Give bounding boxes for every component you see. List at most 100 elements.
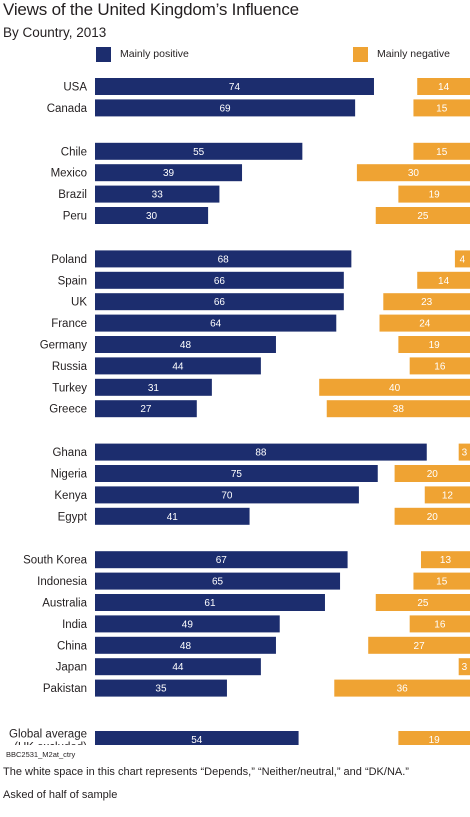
negative-value-label: 27 bbox=[414, 641, 426, 652]
negative-value-label: 25 bbox=[417, 598, 429, 609]
negative-bar bbox=[375, 594, 470, 611]
country-label: Nigeria bbox=[51, 469, 88, 481]
negative-bar bbox=[454, 250, 470, 268]
country-label: Pakistan bbox=[43, 683, 87, 695]
positive-bar bbox=[95, 572, 341, 590]
negative-value-label: 14 bbox=[438, 82, 450, 93]
positive-value-label: 33 bbox=[152, 190, 164, 201]
negative-bar bbox=[413, 572, 470, 590]
positive-bar bbox=[95, 658, 261, 676]
country-label: Poland bbox=[51, 254, 87, 266]
positive-value-label: 64 bbox=[210, 319, 222, 330]
positive-bar bbox=[95, 731, 299, 745]
positive-bar bbox=[95, 271, 344, 289]
negative-bar bbox=[413, 142, 470, 160]
country-label: France bbox=[51, 318, 87, 330]
country-label: Egypt bbox=[58, 511, 88, 523]
negative-value-label: 15 bbox=[436, 103, 448, 114]
positive-value-label: 68 bbox=[218, 254, 230, 265]
positive-bar bbox=[95, 400, 197, 418]
source-code: BBC2531_M2at_ctry bbox=[6, 750, 76, 759]
negative-value-label: 3 bbox=[462, 448, 468, 459]
negative-value-label: 19 bbox=[429, 340, 441, 351]
negative-bar bbox=[326, 400, 470, 418]
positive-bar bbox=[95, 679, 227, 697]
positive-value-label: 66 bbox=[214, 297, 226, 308]
positive-value-label: 54 bbox=[191, 735, 203, 745]
negative-bar bbox=[375, 207, 470, 224]
negative-value-label: 4 bbox=[460, 254, 466, 265]
negative-bar bbox=[398, 336, 470, 353]
country-label: Greece bbox=[49, 404, 87, 416]
negative-bar bbox=[368, 636, 470, 654]
negative-value-label: 38 bbox=[393, 404, 405, 415]
positive-value-label: 69 bbox=[220, 103, 232, 114]
negative-bar bbox=[458, 443, 470, 461]
negative-value-label: 36 bbox=[397, 684, 409, 695]
negative-bar bbox=[420, 551, 470, 569]
positive-value-label: 65 bbox=[212, 577, 224, 588]
positive-value-label: 70 bbox=[221, 490, 233, 501]
positive-bar bbox=[95, 314, 337, 332]
positive-value-label: 31 bbox=[148, 383, 160, 394]
positive-bar bbox=[95, 507, 250, 525]
negative-value-label: 25 bbox=[417, 211, 429, 222]
negative-bar bbox=[383, 293, 470, 311]
positive-value-label: 48 bbox=[180, 340, 192, 351]
country-label: Brazil bbox=[58, 189, 87, 201]
negative-bar bbox=[398, 185, 470, 203]
legend-negative: Mainly negative bbox=[353, 46, 450, 62]
positive-value-label: 67 bbox=[216, 555, 228, 566]
negative-value-label: 20 bbox=[427, 512, 439, 523]
positive-value-label: 61 bbox=[204, 598, 216, 609]
country-label: Canada bbox=[47, 103, 88, 115]
positive-value-label: 55 bbox=[193, 147, 205, 158]
negative-bar bbox=[379, 314, 470, 332]
positive-value-label: 88 bbox=[255, 448, 267, 459]
negative-value-label: 23 bbox=[421, 297, 433, 308]
country-label: Chile bbox=[61, 146, 87, 158]
positive-value-label: 44 bbox=[172, 361, 184, 372]
positive-bar bbox=[95, 336, 276, 353]
positive-bar bbox=[95, 615, 280, 633]
positive-bar bbox=[95, 207, 209, 224]
negative-value-label: 15 bbox=[436, 577, 448, 588]
negative-bar bbox=[424, 486, 470, 504]
positive-value-label: 30 bbox=[146, 211, 158, 222]
country-label: Indonesia bbox=[37, 576, 87, 588]
bar-chart: USA 74 14 Canada 69 15 Chile 55 15 Mexico 39 30 Braz… bbox=[9, 78, 470, 745]
country-label: Germany bbox=[40, 340, 88, 352]
chart-title: Views of the United Kingdom’s Influence bbox=[3, 0, 299, 19]
positive-value-label: 75 bbox=[231, 469, 243, 480]
country-label: Japan bbox=[56, 662, 87, 674]
positive-bar bbox=[95, 99, 356, 117]
country-label: Russia bbox=[52, 361, 88, 373]
positive-value-label: 35 bbox=[155, 684, 167, 695]
positive-value-label: 49 bbox=[182, 619, 194, 630]
footnote-1: The white space in this chart represents… bbox=[3, 766, 409, 778]
positive-value-label: 39 bbox=[163, 168, 175, 179]
legend-positive-label: Mainly positive bbox=[120, 48, 189, 60]
negative-bar bbox=[458, 658, 470, 676]
negative-bar bbox=[417, 271, 470, 289]
positive-bar bbox=[95, 164, 243, 182]
legend-negative-swatch bbox=[353, 46, 368, 62]
positive-value-label: 48 bbox=[180, 641, 192, 652]
country-label: Peru bbox=[63, 211, 87, 223]
positive-bar bbox=[95, 636, 276, 654]
negative-value-label: 16 bbox=[434, 361, 446, 372]
country-label: Ghana bbox=[52, 447, 87, 459]
positive-bar bbox=[95, 443, 427, 461]
country-label: Spain bbox=[58, 275, 87, 287]
positive-value-label: 66 bbox=[214, 276, 226, 287]
negative-value-label: 30 bbox=[408, 168, 420, 179]
negative-bar bbox=[394, 507, 470, 525]
country-label: Turkey bbox=[52, 382, 87, 394]
positive-value-label: 44 bbox=[172, 662, 184, 673]
positive-bar bbox=[95, 293, 344, 311]
positive-value-label: 27 bbox=[140, 404, 152, 415]
negative-value-label: 3 bbox=[462, 662, 468, 673]
negative-bar bbox=[409, 615, 470, 633]
legend-positive: Mainly positive bbox=[96, 46, 189, 62]
positive-bar bbox=[95, 378, 212, 396]
